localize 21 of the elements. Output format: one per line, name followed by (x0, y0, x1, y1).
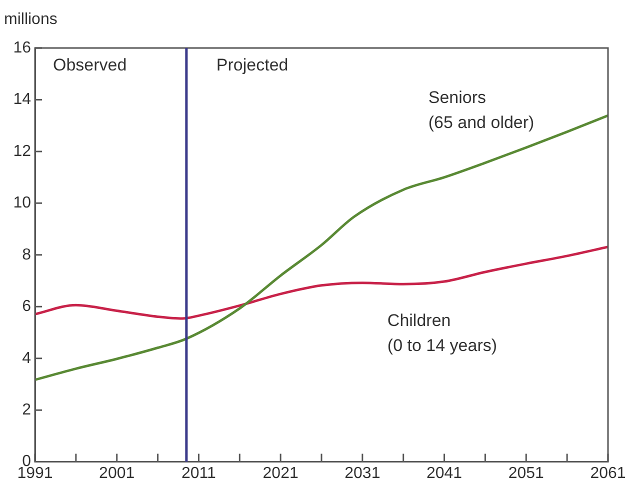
y-axis-title: millions (4, 11, 58, 28)
x-tick-label: 2041 (426, 464, 462, 482)
series-label: Children (0 to 14 years) (387, 311, 498, 356)
y-tick-label: 12 (13, 142, 32, 160)
x-tick-label: 2051 (508, 464, 544, 482)
x-tick-label: 2031 (344, 464, 380, 482)
series-label: Seniors (65 and older) (428, 88, 534, 132)
x-tick-label: 2011 (182, 464, 216, 482)
y-tick-label: 10 (13, 194, 32, 212)
line-series (35, 114, 608, 382)
y-tick-label: 16 (13, 39, 32, 56)
y-tick-label: 14 (13, 91, 32, 108)
annotation: Observed (53, 56, 127, 75)
y-tick-label: 8 (22, 246, 32, 264)
annotation: Projected (216, 56, 288, 75)
x-tick-label: 2061 (590, 464, 626, 482)
x-tick-label: 2001 (99, 464, 135, 482)
x-tick-label: 2021 (262, 464, 298, 482)
y-tick-label: 2 (22, 401, 32, 418)
y-tick-label: 6 (22, 298, 32, 316)
y-tick-label: 4 (22, 350, 32, 367)
